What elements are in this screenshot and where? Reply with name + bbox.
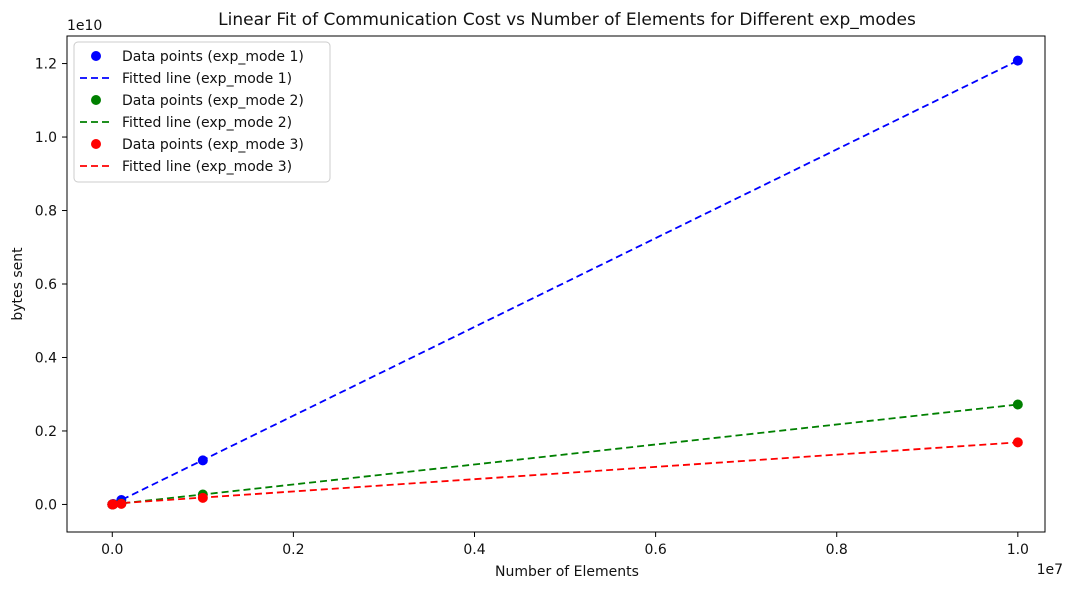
legend-marker [91,139,101,149]
x-tick-label: 0.0 [101,542,123,558]
series-layer [107,55,1023,510]
data-point [116,498,127,509]
y-tick-label: 0.6 [35,277,57,293]
legend-marker [91,95,101,105]
x-scale-label: 1e7 [1037,562,1063,578]
data-point [108,499,119,510]
chart-title: Linear Fit of Communication Cost vs Numb… [218,10,916,30]
legend-label: Fitted line (exp_mode 1) [122,71,292,87]
x-tick-label: 1.0 [1007,542,1029,558]
x-tick-label: 0.8 [826,542,848,558]
legend: Data points (exp_mode 1) Fitted line (exp… [73,41,331,183]
legend-label: Data points (exp_mode 2) [122,93,304,109]
y-tick-label: 0.2 [35,424,57,440]
data-point [197,455,208,466]
legend-label: Fitted line (exp_mode 2) [122,115,292,131]
x-tick-label: 0.6 [644,542,666,558]
y-axis: 0.0 0.2 0.4 0.6 0.8 1.0 1.2 [35,57,67,513]
y-tick-label: 1.2 [35,57,57,73]
y-tick-label: 1.0 [35,130,57,146]
data-point [1012,437,1023,448]
x-axis: 0.0 0.2 0.4 0.6 0.8 1.0 [101,532,1029,558]
fitted-line [112,403,1018,506]
data-point [1012,399,1023,410]
y-axis-label: bytes sent [10,247,26,321]
legend-label: Data points (exp_mode 3) [122,137,304,153]
y-tick-label: 0.4 [35,350,57,366]
x-axis-label: Number of Elements [495,564,639,580]
legend-label: Fitted line (exp_mode 3) [122,159,292,175]
fitted-line [112,441,1018,505]
y-tick-label: 0.0 [35,497,57,513]
y-tick-label: 0.8 [35,204,57,220]
y-scale-label: 1e10 [67,18,102,34]
fitted-line [111,59,1019,506]
legend-label: Data points (exp_mode 1) [122,49,304,65]
legend-marker [91,51,101,61]
data-point [197,492,208,503]
x-tick-label: 0.2 [282,542,304,558]
data-point [1012,55,1023,66]
legend-box [73,41,331,183]
x-tick-label: 0.4 [463,542,485,558]
